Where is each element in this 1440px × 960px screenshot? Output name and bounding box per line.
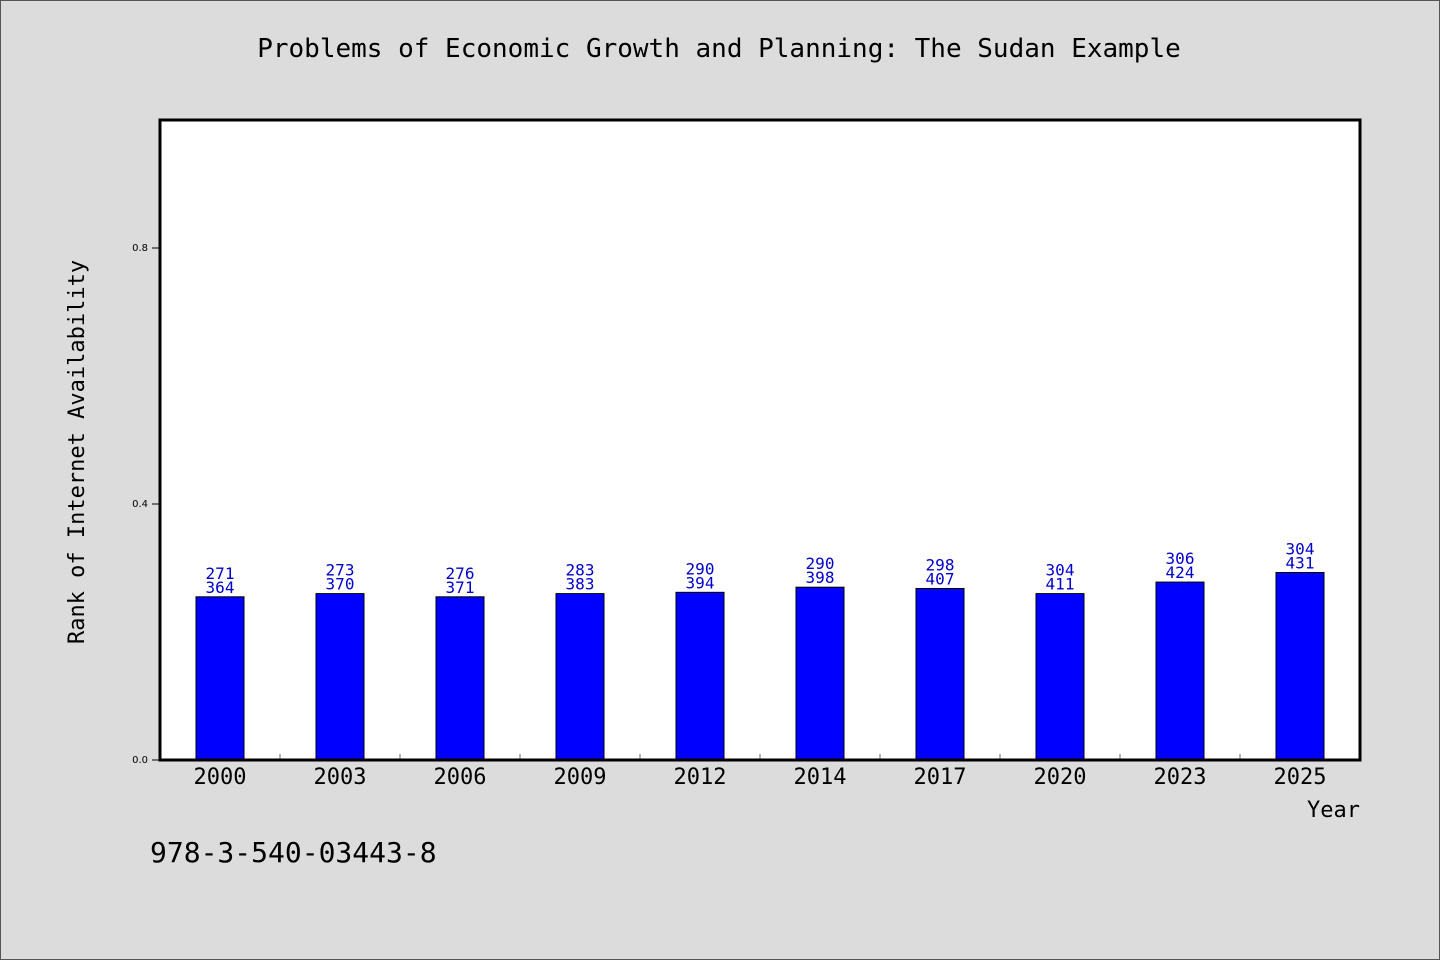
x-tick-label: 2003 — [314, 765, 367, 790]
bar-label-bottom: 398 — [806, 568, 835, 587]
x-tick-label: 2006 — [434, 765, 487, 790]
x-tick-label: 2012 — [674, 765, 727, 790]
bar — [195, 596, 245, 761]
bar-label-top: 283 — [566, 561, 595, 580]
bar — [1275, 571, 1325, 761]
x-axis-label: Year — [1307, 798, 1360, 823]
x-tick-label: 2009 — [554, 765, 607, 790]
bar-label-top: 290 — [806, 554, 835, 573]
bar-label-top: 304 — [1286, 539, 1315, 558]
bar-label-top: 290 — [686, 559, 715, 578]
bar-label-bottom: 364 — [206, 578, 235, 597]
bar — [1155, 581, 1205, 761]
bar-label-bottom: 370 — [326, 575, 355, 594]
y-tick-label: 0.8 — [132, 243, 148, 254]
x-tick-label: 2000 — [194, 765, 247, 790]
bar-label-top: 298 — [926, 555, 955, 574]
bar-label-top: 271 — [206, 564, 235, 583]
bar-label-bottom: 431 — [1286, 553, 1315, 572]
plot-border — [158, 118, 1362, 762]
footer-code: 978-3-540-03443-8 — [150, 836, 437, 869]
bar-label-top: 304 — [1046, 561, 1075, 580]
bar — [795, 586, 845, 761]
y-tick-label: 0.4 — [132, 499, 148, 510]
bar — [1035, 593, 1085, 761]
x-tick-label: 2020 — [1034, 765, 1087, 790]
bar-label-top: 306 — [1166, 549, 1195, 568]
bar-label-top: 273 — [326, 561, 355, 580]
x-tick-label: 2023 — [1154, 765, 1207, 790]
bar — [675, 591, 725, 761]
bar-label-top: 276 — [446, 564, 475, 583]
y-tick-label: 0.0 — [132, 755, 148, 766]
x-tick-label: 2017 — [914, 765, 967, 790]
bar-label-bottom: 424 — [1166, 563, 1195, 582]
bar — [915, 587, 965, 761]
bar — [315, 593, 365, 761]
bar — [555, 593, 605, 761]
bar-label-bottom: 407 — [926, 569, 955, 588]
x-tick-label: 2025 — [1274, 765, 1327, 790]
bar-label-bottom: 383 — [566, 575, 595, 594]
x-tick-label: 2014 — [794, 765, 847, 790]
chart-title: Problems of Economic Growth and Planning… — [257, 34, 1181, 64]
bar-label-bottom: 371 — [446, 578, 475, 597]
bar — [435, 596, 485, 761]
bar-label-bottom: 411 — [1046, 575, 1075, 594]
bar-label-bottom: 394 — [686, 573, 715, 592]
y-axis-label: Rank of Internet Availability — [65, 260, 90, 644]
